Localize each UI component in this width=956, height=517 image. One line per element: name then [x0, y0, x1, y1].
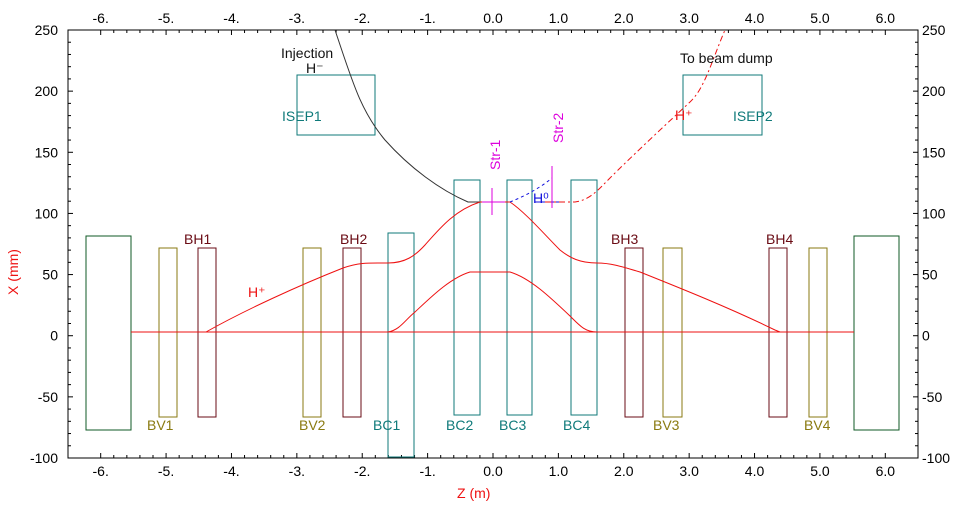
y-tick-label-left: 0	[50, 328, 58, 344]
label-bv1: BV1	[147, 417, 174, 433]
stripper-1-label: Str-1	[487, 139, 503, 170]
y-tick-label-left: 50	[42, 267, 58, 283]
x-tick-label-top: 4.0	[745, 10, 765, 26]
x-ticks-top: -6. -5. -4. -3. -2. -1. 0.0 1.0 2.0 3.0 4.0 5.0 6.0	[93, 10, 896, 35]
x-tick-label-top: 0.0	[483, 10, 503, 26]
neutral-trajectory	[509, 177, 553, 203]
y-tick-label-left: 250	[35, 22, 59, 38]
y-tick-label-right: -50	[922, 389, 942, 405]
beam-dump-label: To beam dump	[680, 50, 773, 66]
x-tick-label-bottom: -1.	[419, 463, 435, 479]
x-tick-label-top: 3.0	[679, 10, 699, 26]
x-ticks-bottom: -6. -5. -4. -3. -2. -1. 0.0 1.0 2.0 3.0 4.0 5.0 6.0	[93, 453, 896, 479]
x-tick-label-bottom: -3.	[289, 463, 305, 479]
label-bc1: BC1	[373, 417, 400, 433]
stripper-2-label: Str-2	[550, 112, 566, 143]
x-tick-label-bottom: -4.	[223, 463, 239, 479]
x-tick-label-bottom: -5.	[158, 463, 174, 479]
y-axis-title: X (mm)	[5, 249, 21, 295]
y-tick-label-right: 50	[922, 267, 938, 283]
x-tick-label-bottom: 5.0	[810, 463, 830, 479]
y-tick-label-right: 250	[922, 22, 946, 38]
label-bh3: BH3	[611, 231, 638, 247]
dump-trajectory	[545, 29, 726, 203]
x-tick-label-bottom: -2.	[354, 463, 370, 479]
y-tick-label-right: 200	[922, 83, 946, 99]
magnet-bc1	[387, 232, 415, 458]
y-tick-label-left: -50	[38, 389, 58, 405]
magnet-bc2	[453, 179, 481, 416]
x-tick-label-bottom: 0.0	[483, 463, 503, 479]
bump-trajectory-outer	[205, 201, 781, 333]
label-bv3: BV3	[653, 417, 680, 433]
y-ticks-right: 250 200 150 100 50 0 -50 -100	[913, 22, 950, 466]
x-tick-label-bottom: 2.0	[614, 463, 634, 479]
label-bh1: BH1	[184, 231, 211, 247]
label-bh2: BH2	[340, 231, 367, 247]
x-tick-label-bottom: 3.0	[679, 463, 699, 479]
x-tick-label-top: 5.0	[810, 10, 830, 26]
y-tick-label-right: 150	[922, 144, 946, 160]
injection-label: Injection	[281, 45, 333, 61]
y-tick-label-left: -100	[30, 450, 58, 466]
y-tick-label-left: 150	[35, 144, 59, 160]
magnet-bc3	[506, 179, 533, 416]
h-plus-label: H⁺	[248, 284, 266, 300]
label-bc3: BC3	[499, 417, 526, 433]
x-tick-label-top: -6.	[93, 10, 109, 26]
magnet-isep1	[296, 74, 376, 136]
y-tick-label-left: 200	[35, 83, 59, 99]
label-bh4: BH4	[766, 231, 793, 247]
label-bv2: BV2	[299, 417, 326, 433]
y-tick-label-right: -100	[922, 450, 950, 466]
y-tick-label-left: 100	[35, 205, 59, 221]
x-axis-title: Z (m)	[457, 485, 490, 501]
x-tick-label-top: -4.	[223, 10, 239, 26]
x-tick-label-bottom: 6.0	[876, 463, 896, 479]
magnet-isep2	[682, 74, 763, 136]
magnet-bc4	[570, 179, 598, 416]
x-tick-label-top: -1.	[419, 10, 435, 26]
h-minus-label: H⁻	[306, 60, 324, 76]
label-isep1: ISEP1	[282, 108, 322, 124]
x-tick-label-top: -5.	[158, 10, 174, 26]
x-tick-label-bottom: 4.0	[745, 463, 765, 479]
label-bc4: BC4	[563, 417, 590, 433]
injection-trajectory	[334, 29, 510, 203]
y-tick-label-right: 100	[922, 205, 946, 221]
x-tick-label-bottom: 1.0	[549, 463, 569, 479]
label-bv4: BV4	[804, 417, 831, 433]
outer-box-right	[853, 235, 900, 431]
x-tick-label-top: -2.	[354, 10, 370, 26]
x-tick-label-top: 2.0	[614, 10, 634, 26]
y-ticks-left: 250 200 150 100 50 0 -50 -100	[30, 22, 73, 466]
x-tick-label-bottom: -6.	[93, 463, 109, 479]
h-plus-dump-label: H⁺	[675, 107, 693, 123]
x-tick-label-top: -3.	[289, 10, 305, 26]
h-zero-label: H⁰	[533, 190, 549, 206]
y-tick-label-right: 0	[922, 328, 930, 344]
outer-box-left	[85, 235, 132, 431]
x-tick-label-top: 6.0	[876, 10, 896, 26]
label-bc2: BC2	[446, 417, 473, 433]
x-tick-label-top: 1.0	[549, 10, 569, 26]
label-isep2: ISEP2	[733, 108, 773, 124]
bump-trajectory-inner	[387, 271, 598, 333]
